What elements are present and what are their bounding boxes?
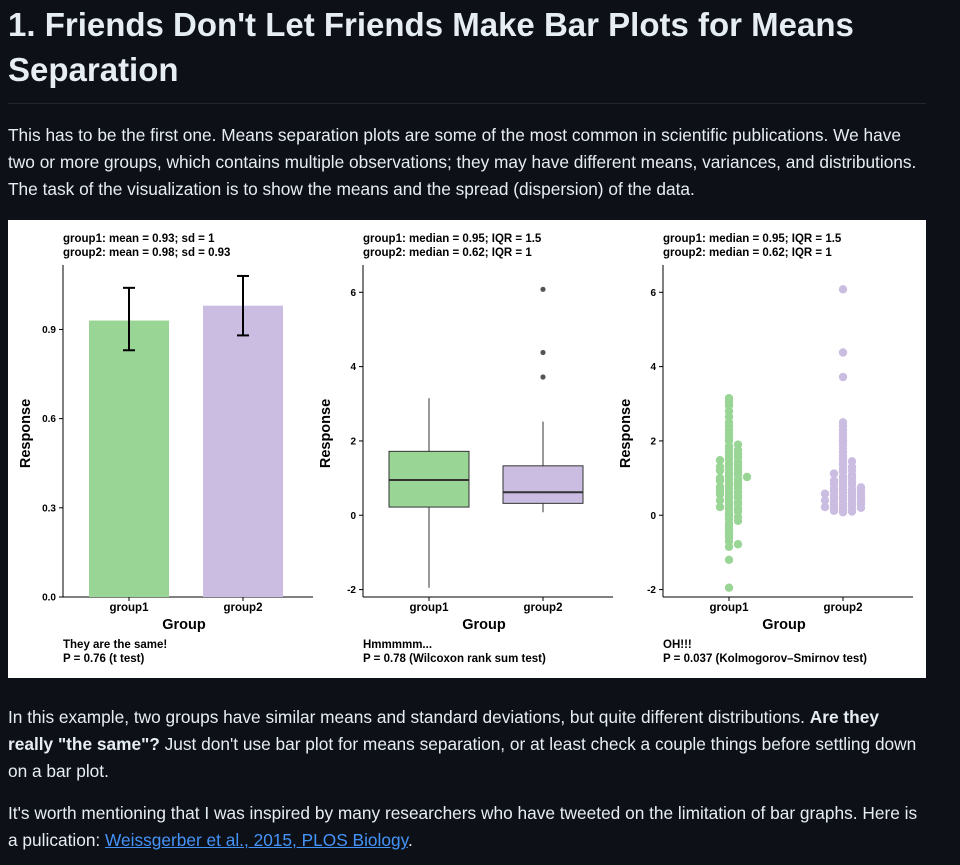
panel3-y-tick-label-3: 4 [650,362,656,373]
panel3-x-tick-label-group2: group2 [824,602,863,614]
panel2-y-tick-label-1: 0 [350,511,356,522]
panel3-point-group1-3 [733,540,743,549]
panel3-pvalue: P = 0.037 (Kolmogorov–Smirnov test) [663,653,867,665]
panel2-subtitle: group2: median = 0.62; IQR = 1 [363,247,532,259]
panel3-point-group2-7 [820,502,830,512]
panel1-y-tick-label-2: 0.6 [42,414,56,425]
panel3-point-group2-25 [820,489,830,498]
panel3-y-tick-label-0: -2 [647,585,656,596]
panel3-point-group2-44 [829,469,839,478]
panel3-point-group2-51 [847,457,857,466]
panel2-x-tick-label-group1: group1 [410,602,450,614]
panel1-y-tick-label-3: 0.9 [42,325,56,336]
panel2-y-tick-label-3: 4 [350,362,356,373]
panel2-x-tick-label-group2: group2 [524,602,563,614]
inspired-paragraph: It's worth mentioning that I was inspire… [8,800,926,854]
inspired-text: It's worth mentioning that I was inspire… [8,803,918,850]
figure-panel: group1: mean = 0.93; sd = 1 group2: mean … [8,220,926,678]
panel3-point-group1-57 [715,456,725,465]
panel2-title: group1: median = 0.95; IQR = 1.5 [363,233,542,245]
panel3-subtitle: group2: median = 0.62; IQR = 1 [663,247,832,259]
example-paragraph: In this example, two groups have similar… [8,704,926,785]
panel3-point-group1-52 [715,462,725,472]
panel3-y-tick-label-4: 6 [650,288,656,299]
example-question: Are they really "the same"? [8,707,879,754]
inspired-end: . [407,830,413,850]
panel2-box-group2 [502,465,584,504]
panel1-caption: They are the same! [63,639,167,651]
panel3-point-group2-64 [838,348,848,357]
panel3-point-group1-44 [742,472,752,482]
panel3-point-group1-66 [733,440,743,449]
panel3-x-tick-label-group1: group1 [710,602,750,614]
panel3-title: group1: median = 0.95; IQR = 1.5 [663,233,842,245]
panel2-x-axis-label: Group [462,617,506,633]
panel3-point-group2-62 [838,418,848,427]
panel2-outlier-group2-0 [540,374,546,380]
panel1-x-tick-label-group2: group2 [224,602,263,614]
panel1-x-axis-label: Group [162,617,206,633]
panel2-pvalue: P = 0.78 (Wilcoxon rank sum test) [363,653,546,665]
panel1-subtitle: group2: mean = 0.98; sd = 0.93 [63,247,230,259]
comparison-figure: group1: mean = 0.93; sd = 1 group2: mean … [18,233,913,665]
panel3-point-group2-63 [838,372,848,382]
panel1-y-tick-label-0: 0.0 [42,593,56,604]
panel3-point-group1-43 [715,473,725,483]
panel1-x-tick-label-group1: group1 [110,602,150,614]
example-text-end: Just don't use bar plot for means separa… [8,734,917,781]
panel1-y-tick-label-1: 0.3 [42,503,56,514]
panel1-title: group1: mean = 0.93; sd = 1 [63,233,215,245]
panel2-y-tick-label-4: 6 [350,288,356,299]
intro-paragraph: This has to be the first one. Means sepa… [8,125,917,199]
panel3-point-group1-0 [724,583,734,592]
panel2-outlier-group2-1 [540,349,546,356]
panel2-caption: Hmmmmm... [363,639,432,651]
panel2-y-tick-label-0: -2 [347,585,356,596]
panel3-point-group2-65 [838,285,848,294]
section-heading: 1. Friends Don't Let Friends Make Bar Pl… [8,6,854,88]
example-text: In this example, two groups have similar… [8,707,810,727]
panel1-pvalue: P = 0.76 (t test) [63,653,144,665]
panel1-y-axis-label: Response [18,399,34,468]
panel3-y-tick-label-1: 0 [650,511,656,522]
panel3-point-group2-16 [820,496,830,505]
panel3-point-group1-24 [715,496,725,505]
panel2-y-axis-label: Response [318,399,334,468]
panel3-point-group1-77 [724,393,734,403]
panel3-point-group2-33 [856,483,866,492]
panel3-point-group1-35 [715,482,725,492]
panel2-y-tick-label-2: 2 [350,436,356,447]
panel1-bar-group2 [203,305,283,597]
panel3-caption: OH!!! [663,639,692,651]
panel3-point-group2-39 [829,476,839,485]
publication-link[interactable]: Weissgerber et al., 2015, PLOS Biology [105,830,408,850]
panel1-bar-group1 [89,320,169,597]
panel2-outlier-group2-2 [540,286,546,292]
panel3-x-axis-label: Group [762,617,806,633]
panel3-point-group1-1 [724,555,734,565]
panel3-point-group1-19 [715,502,725,512]
panel3-y-axis-label: Response [618,399,634,468]
heading-divider [8,103,926,104]
panel3-y-tick-label-2: 2 [650,436,656,447]
